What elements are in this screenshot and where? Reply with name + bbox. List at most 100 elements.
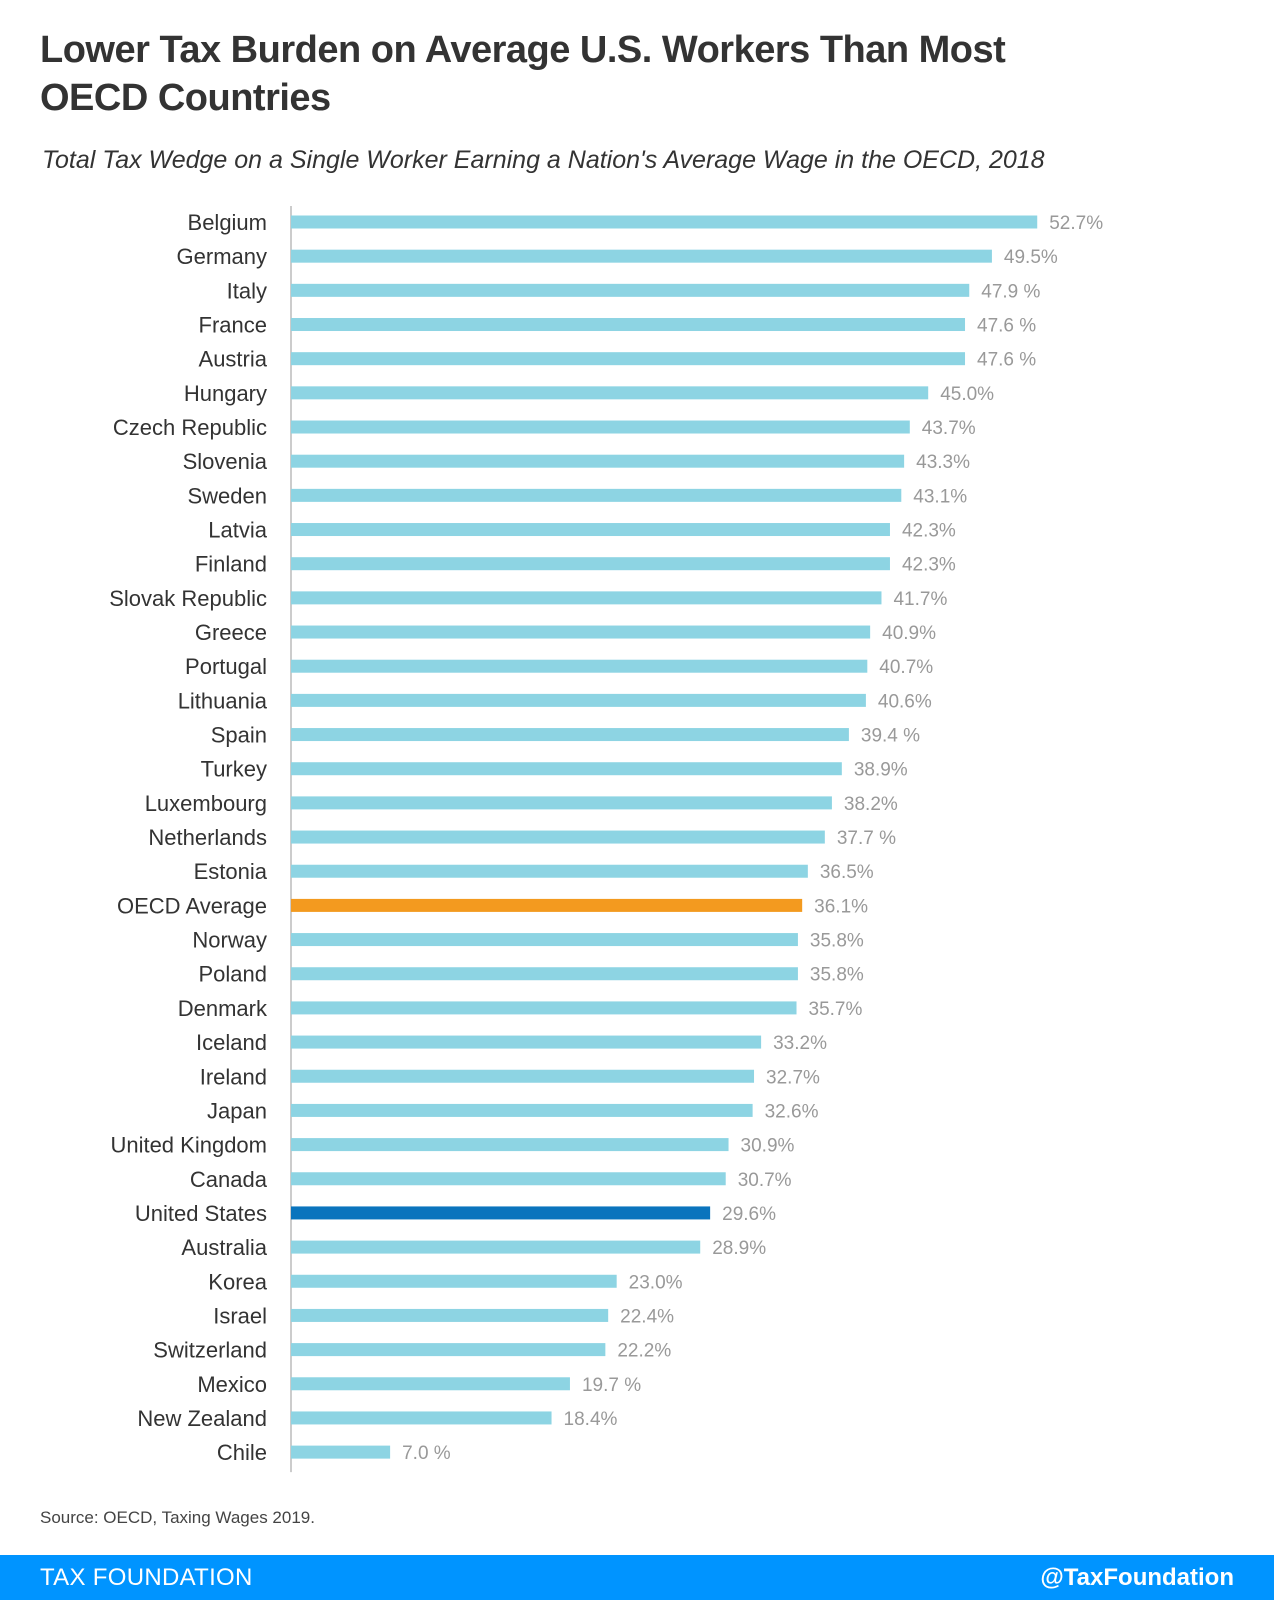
bar — [291, 1103, 753, 1117]
category-label: Norway — [192, 928, 267, 953]
value-label: 47.9 % — [981, 281, 1040, 302]
bar — [291, 283, 970, 297]
category-label: Denmark — [178, 996, 268, 1021]
bar — [291, 488, 902, 502]
value-label: 41.7% — [893, 589, 947, 610]
category-label: Spain — [211, 723, 267, 748]
category-label: Czech Republic — [113, 415, 267, 440]
bar — [291, 1445, 391, 1459]
category-label: Turkey — [201, 757, 267, 782]
bar — [291, 864, 808, 878]
source-note: Source: OECD, Taxing Wages 2019. — [40, 1508, 315, 1527]
bar — [291, 1206, 711, 1220]
category-label: Slovenia — [183, 449, 268, 474]
bar — [291, 898, 803, 912]
value-label: 52.7% — [1049, 213, 1103, 234]
value-label: 43.7% — [922, 418, 976, 439]
footer-bar: TAX FOUNDATION @TaxFoundation — [0, 1555, 1274, 1600]
category-label: Finland — [195, 552, 267, 577]
value-label: 22.2% — [617, 1341, 671, 1362]
bar — [291, 1411, 552, 1425]
bar — [291, 762, 842, 776]
value-label: 38.9% — [854, 760, 908, 781]
bar — [291, 1035, 762, 1049]
value-label: 43.3% — [916, 452, 970, 473]
value-label: 38.2% — [844, 794, 898, 815]
bar-chart: Belgium 52.7% Germany 49.5% Italy 47.9 % Franc… — [109, 206, 1103, 1473]
bar — [291, 215, 1038, 229]
bar — [291, 454, 905, 468]
category-label: United Kingdom — [110, 1133, 267, 1158]
category-label: France — [199, 313, 267, 338]
category-label: Belgium — [188, 210, 267, 235]
chart-subtitle: Total Tax Wedge on a Single Worker Earni… — [42, 146, 1045, 174]
bar — [291, 1240, 701, 1254]
value-label: 42.3% — [902, 555, 956, 576]
value-label: 23.0% — [629, 1272, 683, 1293]
footer-brand: TAX FOUNDATION — [40, 1564, 253, 1591]
value-label: 32.6% — [765, 1101, 819, 1122]
category-label: Greece — [195, 620, 267, 645]
bar — [291, 1001, 797, 1015]
bar — [291, 1138, 729, 1152]
value-label: 35.7% — [809, 999, 863, 1020]
bar — [291, 1377, 570, 1391]
value-label: 32.7% — [766, 1067, 820, 1088]
bar — [291, 728, 849, 742]
category-label: Japan — [207, 1098, 267, 1123]
category-label: Latvia — [208, 518, 267, 543]
category-label: Slovak Republic — [109, 586, 267, 611]
category-label: Hungary — [184, 381, 267, 406]
value-label: 35.8% — [810, 965, 864, 986]
value-label: 36.5% — [820, 862, 874, 883]
bar — [291, 933, 798, 947]
bar — [291, 420, 910, 434]
chart-title: Lower Tax Burden on Average U.S. Workers… — [40, 29, 1006, 119]
category-label: Mexico — [197, 1372, 267, 1397]
category-label: Estonia — [194, 859, 268, 884]
value-label: 18.4% — [564, 1409, 618, 1430]
value-label: 49.5% — [1004, 247, 1058, 268]
bar — [291, 967, 798, 981]
value-label: 43.1% — [913, 486, 967, 507]
value-label: 30.7% — [738, 1170, 792, 1191]
category-label: Sweden — [187, 483, 267, 508]
category-label: Canada — [190, 1167, 268, 1192]
category-label: Austria — [199, 347, 268, 372]
category-label: New Zealand — [137, 1406, 267, 1431]
bar — [291, 1343, 606, 1357]
bar — [291, 591, 882, 605]
bar — [291, 249, 992, 263]
bar — [291, 1308, 609, 1322]
category-label: Netherlands — [148, 825, 267, 850]
value-label: 42.3% — [902, 521, 956, 542]
bar — [291, 523, 890, 537]
category-label: Korea — [208, 1269, 267, 1294]
category-label: Portugal — [185, 654, 267, 679]
bar — [291, 1172, 726, 1186]
bar — [291, 625, 871, 639]
category-label: Chile — [217, 1440, 267, 1465]
value-label: 28.9% — [712, 1238, 766, 1259]
category-label: Italy — [227, 278, 267, 303]
value-label: 40.9% — [882, 623, 936, 644]
value-label: 40.6% — [878, 691, 932, 712]
category-label: OECD Average — [117, 893, 267, 918]
category-label: Switzerland — [153, 1338, 267, 1363]
bar — [291, 1069, 755, 1083]
bar — [291, 1274, 617, 1288]
bar — [291, 693, 866, 707]
bar — [291, 796, 832, 810]
category-label: Ireland — [200, 1064, 267, 1089]
value-label: 19.7 % — [582, 1375, 641, 1396]
value-label: 30.9% — [741, 1136, 795, 1157]
bar — [291, 386, 929, 400]
value-label: 35.8% — [810, 931, 864, 952]
value-label: 36.1% — [814, 896, 868, 917]
category-label: Poland — [198, 962, 267, 987]
value-label: 37.7 % — [837, 828, 896, 849]
value-label: 40.7% — [879, 657, 933, 678]
value-label: 47.6 % — [977, 350, 1036, 371]
value-label: 29.6% — [722, 1204, 776, 1225]
bar — [291, 352, 966, 366]
